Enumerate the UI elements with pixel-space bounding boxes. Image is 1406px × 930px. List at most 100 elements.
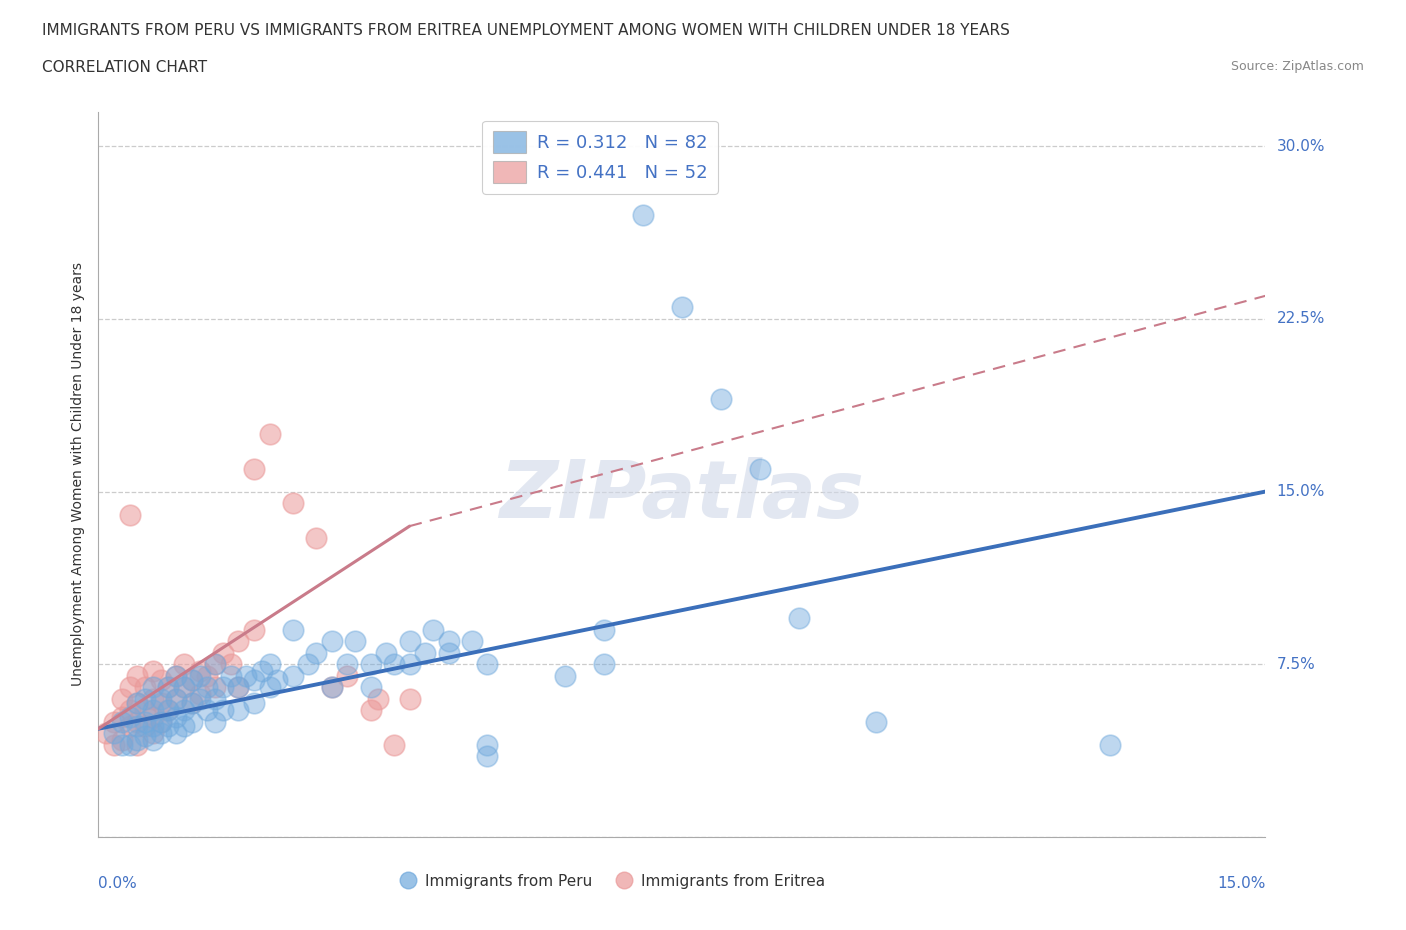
Point	[134, 680, 156, 695]
Point	[243, 622, 266, 637]
Point	[367, 691, 389, 706]
Point	[127, 714, 149, 729]
Point	[281, 496, 304, 511]
Point	[149, 714, 172, 729]
Text: 7.5%: 7.5%	[1277, 657, 1315, 671]
Point	[127, 669, 149, 684]
Point	[375, 645, 398, 660]
Point	[204, 691, 226, 706]
Point	[204, 714, 226, 729]
Text: 0.0%: 0.0%	[98, 876, 138, 891]
Point	[204, 657, 226, 671]
Point	[180, 673, 202, 688]
Point	[212, 645, 235, 660]
Point	[188, 669, 211, 684]
Point	[204, 680, 226, 695]
Point	[360, 680, 382, 695]
Point	[437, 645, 460, 660]
Point	[149, 714, 172, 729]
Point	[219, 657, 242, 671]
Point	[360, 657, 382, 671]
Point	[127, 719, 149, 734]
Point	[149, 696, 172, 711]
Point	[111, 710, 134, 724]
Point	[243, 673, 266, 688]
Point	[165, 710, 187, 724]
Point	[281, 622, 304, 637]
Point	[165, 669, 187, 684]
Point	[127, 696, 149, 711]
Point	[228, 680, 250, 695]
Point	[142, 710, 165, 724]
Point	[96, 726, 118, 741]
Point	[250, 664, 273, 679]
Point	[212, 703, 235, 718]
Point	[477, 657, 499, 671]
Point	[398, 691, 420, 706]
Point	[127, 733, 149, 748]
Point	[360, 703, 382, 718]
Point	[142, 719, 165, 734]
Point	[259, 680, 281, 695]
Point	[204, 657, 226, 671]
Point	[142, 703, 165, 718]
Text: 15.0%: 15.0%	[1218, 876, 1265, 891]
Point	[1098, 737, 1121, 752]
Point	[165, 691, 187, 706]
Point	[157, 703, 180, 718]
Point	[173, 719, 195, 734]
Point	[243, 696, 266, 711]
Point	[165, 726, 187, 741]
Point	[180, 714, 202, 729]
Point	[157, 680, 180, 695]
Point	[142, 726, 165, 741]
Point	[173, 680, 195, 695]
Point	[134, 714, 156, 729]
Point	[195, 703, 218, 718]
Point	[235, 669, 257, 684]
Point	[477, 749, 499, 764]
Point	[142, 733, 165, 748]
Point	[134, 691, 156, 706]
Point	[134, 728, 156, 743]
Point	[554, 669, 576, 684]
Point	[118, 737, 141, 752]
Point	[437, 634, 460, 649]
Point	[413, 645, 436, 660]
Point	[297, 657, 319, 671]
Point	[118, 507, 141, 522]
Text: IMMIGRANTS FROM PERU VS IMMIGRANTS FROM ERITREA UNEMPLOYMENT AMONG WOMEN WITH CH: IMMIGRANTS FROM PERU VS IMMIGRANTS FROM …	[42, 23, 1010, 38]
Point	[336, 669, 359, 684]
Text: 22.5%: 22.5%	[1277, 312, 1324, 326]
Point	[180, 696, 202, 711]
Point	[157, 719, 180, 734]
Point	[259, 427, 281, 442]
Point	[127, 737, 149, 752]
Point	[305, 645, 328, 660]
Point	[787, 611, 810, 626]
Point	[281, 669, 304, 684]
Point	[111, 714, 134, 729]
Point	[228, 680, 250, 695]
Point	[149, 673, 172, 688]
Point	[398, 634, 420, 649]
Point	[671, 299, 693, 314]
Point	[219, 669, 242, 684]
Y-axis label: Unemployment Among Women with Children Under 18 years: Unemployment Among Women with Children U…	[72, 262, 86, 686]
Point	[173, 703, 195, 718]
Point	[321, 680, 343, 695]
Point	[142, 680, 165, 695]
Point	[134, 719, 156, 734]
Point	[710, 392, 733, 407]
Point	[461, 634, 484, 649]
Point	[259, 657, 281, 671]
Point	[188, 686, 211, 701]
Text: CORRELATION CHART: CORRELATION CHART	[42, 60, 207, 75]
Point	[477, 737, 499, 752]
Point	[180, 696, 202, 711]
Point	[305, 530, 328, 545]
Text: ZIPatlas: ZIPatlas	[499, 457, 865, 535]
Point	[336, 657, 359, 671]
Point	[173, 657, 195, 671]
Point	[149, 726, 172, 741]
